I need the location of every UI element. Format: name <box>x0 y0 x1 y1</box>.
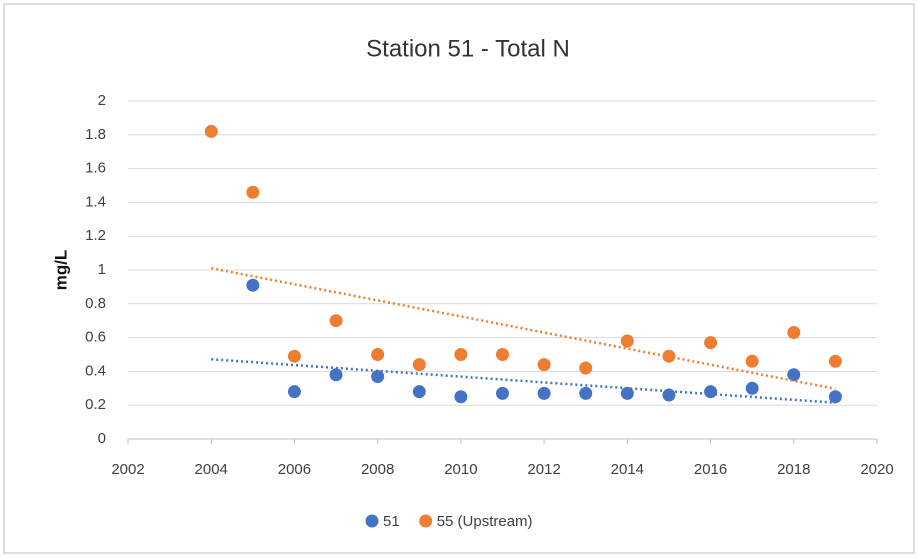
point <box>620 386 634 400</box>
chart-title: Station 51 - Total N <box>366 35 570 62</box>
point <box>454 390 468 404</box>
point <box>246 185 260 199</box>
x-tick-label: 2008 <box>361 461 394 478</box>
y-tick-label: 0.6 <box>85 329 106 346</box>
point <box>287 385 301 399</box>
y-tick-label: 0.4 <box>85 362 106 379</box>
point <box>787 368 801 382</box>
chart-border <box>3 3 915 554</box>
point <box>745 381 759 395</box>
legend-marker <box>419 514 433 528</box>
point <box>537 358 551 372</box>
x-tick-label: 2004 <box>195 461 228 478</box>
y-tick-label: 0.8 <box>85 295 106 312</box>
trendline <box>210 266 836 391</box>
point <box>662 388 676 402</box>
y-tick-label: 1.6 <box>85 160 106 177</box>
point <box>620 334 634 348</box>
x-tick-label: 2020 <box>860 461 893 478</box>
y-axis-label: mg/L <box>51 250 70 291</box>
x-tick-label: 2006 <box>278 461 311 478</box>
point <box>704 336 718 350</box>
point <box>579 361 593 375</box>
legend-marker <box>365 514 379 528</box>
y-tick-label: 0 <box>98 430 106 447</box>
legend-label: 51 <box>383 513 400 530</box>
point <box>579 386 593 400</box>
x-tick-label: 2014 <box>611 461 644 478</box>
y-tick-label: 1 <box>98 261 106 278</box>
legend-label: 55 (Upstream) <box>437 513 533 530</box>
y-tick-label: 1.8 <box>85 126 106 143</box>
trendline <box>211 358 836 404</box>
x-tick-label: 2016 <box>694 461 727 478</box>
y-tick-label: 0.2 <box>85 396 106 413</box>
point <box>828 390 842 404</box>
point <box>745 354 759 368</box>
point <box>412 358 426 372</box>
point <box>662 349 676 363</box>
point <box>828 354 842 368</box>
x-tick-label: 2002 <box>111 461 144 478</box>
point <box>329 368 343 382</box>
point <box>329 314 343 328</box>
point <box>371 348 385 361</box>
point <box>287 349 301 363</box>
point <box>537 386 551 400</box>
x-tick-label: 2010 <box>444 461 477 478</box>
point <box>412 385 426 399</box>
point <box>454 348 468 361</box>
x-tick-label: 2018 <box>777 461 810 478</box>
x-tick-label: 2012 <box>527 461 560 478</box>
y-tick-label: 2 <box>98 92 106 109</box>
point <box>204 124 218 138</box>
y-tick-label: 1.4 <box>85 193 106 210</box>
point <box>246 278 260 292</box>
point <box>704 385 718 399</box>
point <box>371 369 385 383</box>
point <box>496 386 509 400</box>
point <box>787 326 801 340</box>
point <box>496 348 509 361</box>
y-tick-label: 1.2 <box>85 227 106 244</box>
